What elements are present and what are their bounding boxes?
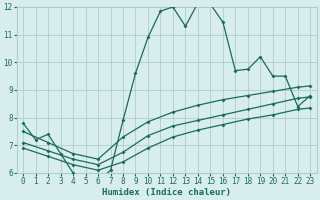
X-axis label: Humidex (Indice chaleur): Humidex (Indice chaleur) [102, 188, 231, 197]
